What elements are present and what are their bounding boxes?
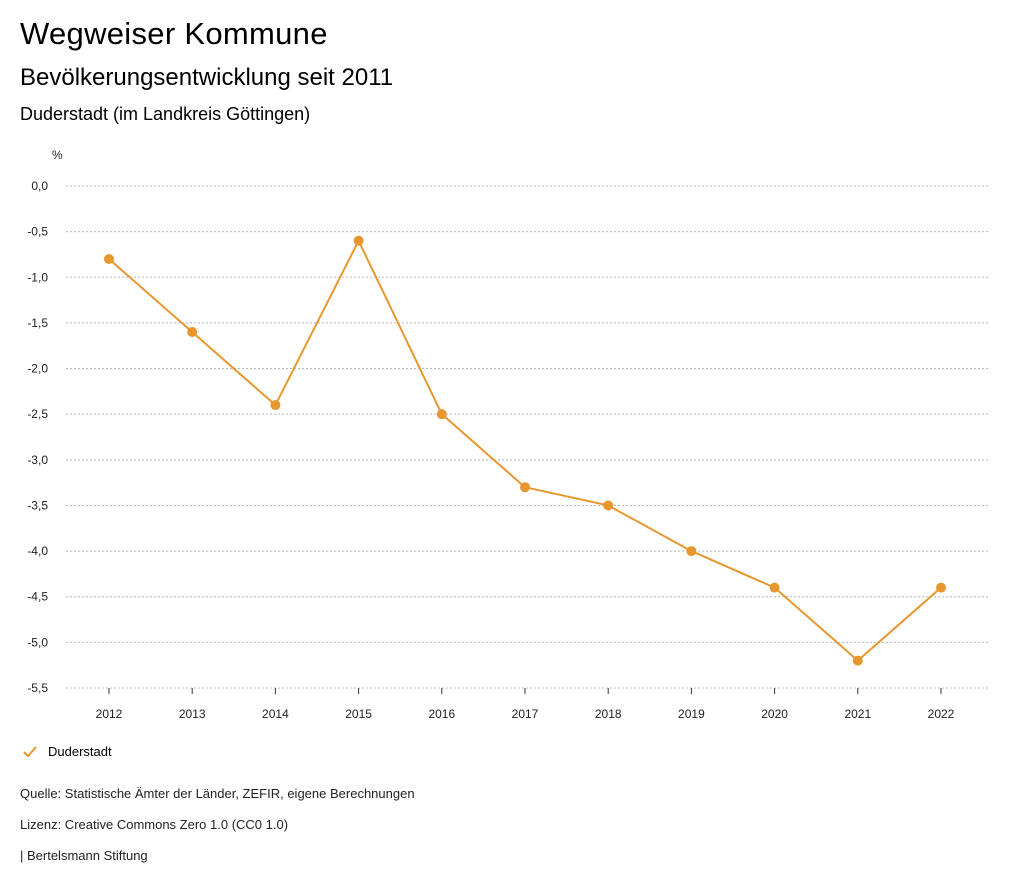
region-label: Duderstadt (im Landkreis Göttingen)	[20, 104, 311, 124]
x-tick-label: 2012	[96, 707, 123, 721]
data-point	[852, 655, 863, 666]
check-icon	[23, 745, 37, 757]
grid	[66, 185, 990, 689]
x-tick-label: 2021	[844, 707, 871, 721]
data-point	[603, 500, 614, 511]
x-axis: 2012 2013 2014 2015 2016 2017 2018 2019 2020 2021…	[96, 688, 955, 721]
series-line	[108, 239, 942, 662]
data-point	[270, 400, 281, 411]
y-tick-label: -5,5	[27, 681, 48, 695]
chart-subtitle: Bevölkerungsentwicklung seit 2011	[20, 64, 394, 91]
data-point	[769, 582, 780, 593]
y-tick-label: -1,5	[27, 316, 48, 330]
legend[interactable]: Duderstadt	[22, 744, 112, 759]
data-point	[187, 327, 198, 338]
x-tick-label: 2020	[761, 707, 788, 721]
x-tick-label: 2022	[928, 707, 955, 721]
y-tick-label: -4,5	[27, 590, 48, 604]
y-tick-label: -0,5	[27, 225, 48, 239]
y-tick-label: -1,0	[27, 270, 48, 284]
source-note: Quelle: Statistische Ämter der Länder, Z…	[20, 786, 415, 801]
x-tick-label: 2013	[179, 707, 206, 721]
publisher-note: | Bertelsmann Stiftung	[20, 848, 148, 863]
data-point	[353, 235, 364, 246]
x-tick-label: 2016	[428, 707, 455, 721]
x-tick-label: 2014	[262, 707, 289, 721]
y-tick-label: 0,0	[31, 179, 48, 193]
x-tick-label: 2019	[678, 707, 705, 721]
y-axis: 0,0 -0,5 -1,0 -1,5 -2,0 -2,5 -3,0 -3,5 -4,0 -4,5 -…	[27, 179, 48, 695]
page-title: Wegweiser Kommune	[20, 16, 328, 51]
x-tick-label: 2015	[345, 707, 372, 721]
x-tick-label: 2017	[512, 707, 539, 721]
legend-item-duderstadt: Duderstadt	[48, 744, 112, 759]
data-point	[686, 546, 697, 557]
x-tick-label: 2018	[595, 707, 622, 721]
data-point	[104, 254, 114, 265]
license-note: Lizenz: Creative Commons Zero 1.0 (CC0 1…	[20, 817, 289, 832]
line-chart: % 0,0 -0,5 -1,0 -1,5 -2,0 -2,5 -3,0 -3,5 -4,0 -4,…	[27, 148, 990, 721]
series-duderstadt	[104, 235, 946, 666]
data-point	[436, 409, 447, 420]
y-tick-label: -3,0	[27, 453, 48, 467]
y-tick-label: -5,0	[27, 635, 48, 649]
y-tick-label: -2,5	[27, 407, 48, 421]
y-tick-label: -4,0	[27, 544, 48, 558]
y-unit-label: %	[52, 148, 63, 162]
data-point	[520, 482, 530, 493]
data-point	[936, 582, 946, 593]
y-tick-label: -2,0	[27, 362, 48, 376]
y-tick-label: -3,5	[27, 498, 48, 512]
